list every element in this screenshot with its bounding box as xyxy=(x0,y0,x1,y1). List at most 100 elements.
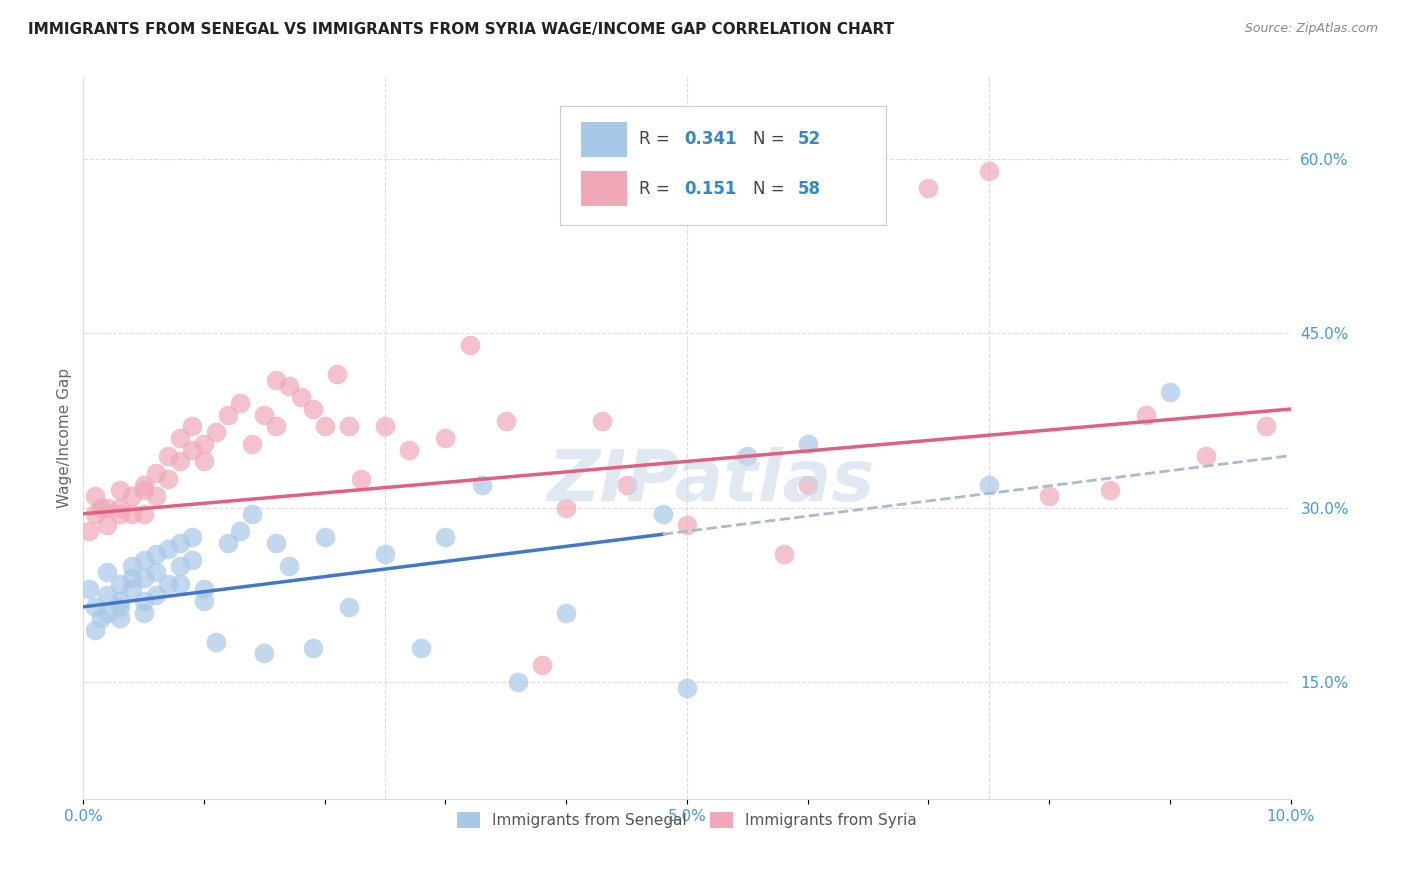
Point xyxy=(156,472,179,486)
Point xyxy=(326,367,349,381)
Point xyxy=(193,437,215,451)
Point xyxy=(90,500,112,515)
Point xyxy=(253,646,276,660)
Point xyxy=(145,565,167,579)
Point xyxy=(277,378,299,392)
Text: N =: N = xyxy=(754,179,790,197)
Point xyxy=(132,594,155,608)
Point xyxy=(1038,489,1060,503)
Point xyxy=(108,507,131,521)
Point xyxy=(1098,483,1121,498)
Point xyxy=(772,548,794,562)
Point xyxy=(181,442,204,457)
Point xyxy=(169,431,191,445)
Point xyxy=(350,472,373,486)
Point xyxy=(79,582,101,597)
Text: 52: 52 xyxy=(799,130,821,148)
Point xyxy=(156,541,179,556)
Point xyxy=(84,599,107,614)
Point xyxy=(266,419,288,434)
Point xyxy=(977,163,1000,178)
Point xyxy=(79,524,101,539)
Point xyxy=(169,536,191,550)
Point xyxy=(531,658,554,673)
Point xyxy=(108,611,131,625)
Point xyxy=(145,588,167,602)
Point xyxy=(1135,408,1157,422)
Point xyxy=(856,152,879,166)
Point xyxy=(434,431,457,445)
Point xyxy=(121,582,143,597)
Point xyxy=(737,449,759,463)
Point xyxy=(193,582,215,597)
Point xyxy=(1159,384,1181,399)
Point xyxy=(132,477,155,491)
Point xyxy=(217,536,239,550)
Point xyxy=(796,437,818,451)
Text: Source: ZipAtlas.com: Source: ZipAtlas.com xyxy=(1244,22,1378,36)
Point xyxy=(181,553,204,567)
Text: 0.341: 0.341 xyxy=(685,130,737,148)
Point xyxy=(555,500,578,515)
Point xyxy=(96,606,118,620)
Point xyxy=(108,594,131,608)
Point xyxy=(374,419,396,434)
Point xyxy=(591,414,613,428)
Point xyxy=(301,640,323,655)
Point xyxy=(266,373,288,387)
Point xyxy=(181,530,204,544)
Point xyxy=(96,588,118,602)
Point xyxy=(84,489,107,503)
Point xyxy=(96,565,118,579)
Point xyxy=(108,576,131,591)
Point xyxy=(132,483,155,498)
Point xyxy=(676,681,699,696)
Point xyxy=(616,477,638,491)
Point xyxy=(676,518,699,533)
Point xyxy=(132,507,155,521)
Point xyxy=(108,500,131,515)
Point xyxy=(471,477,494,491)
Point xyxy=(411,640,433,655)
Legend: Immigrants from Senegal, Immigrants from Syria: Immigrants from Senegal, Immigrants from… xyxy=(451,806,922,835)
Point xyxy=(96,500,118,515)
Point xyxy=(337,599,360,614)
Point xyxy=(229,524,252,539)
Point xyxy=(108,599,131,614)
Point xyxy=(181,419,204,434)
Point xyxy=(290,391,312,405)
Point xyxy=(651,507,673,521)
Point xyxy=(398,442,420,457)
Point xyxy=(555,606,578,620)
Bar xyxy=(581,122,627,157)
Point xyxy=(108,483,131,498)
Point xyxy=(145,489,167,503)
Text: R =: R = xyxy=(638,130,675,148)
Point xyxy=(132,606,155,620)
Text: ZIPatlas: ZIPatlas xyxy=(547,447,875,516)
Point xyxy=(495,414,517,428)
Point xyxy=(796,477,818,491)
Point xyxy=(121,571,143,585)
Point xyxy=(458,338,481,352)
Point xyxy=(84,623,107,637)
Point xyxy=(1256,419,1278,434)
Point xyxy=(132,571,155,585)
Point xyxy=(266,536,288,550)
Point xyxy=(205,634,228,648)
Point xyxy=(240,507,263,521)
Point xyxy=(240,437,263,451)
Point xyxy=(84,507,107,521)
Point xyxy=(193,454,215,468)
Point xyxy=(121,507,143,521)
Point xyxy=(145,548,167,562)
Point xyxy=(977,477,1000,491)
Point xyxy=(229,396,252,410)
Point xyxy=(253,408,276,422)
Point xyxy=(217,408,239,422)
Text: 58: 58 xyxy=(799,179,821,197)
Text: R =: R = xyxy=(638,179,675,197)
Point xyxy=(374,548,396,562)
Point xyxy=(314,530,336,544)
Text: N =: N = xyxy=(754,130,790,148)
